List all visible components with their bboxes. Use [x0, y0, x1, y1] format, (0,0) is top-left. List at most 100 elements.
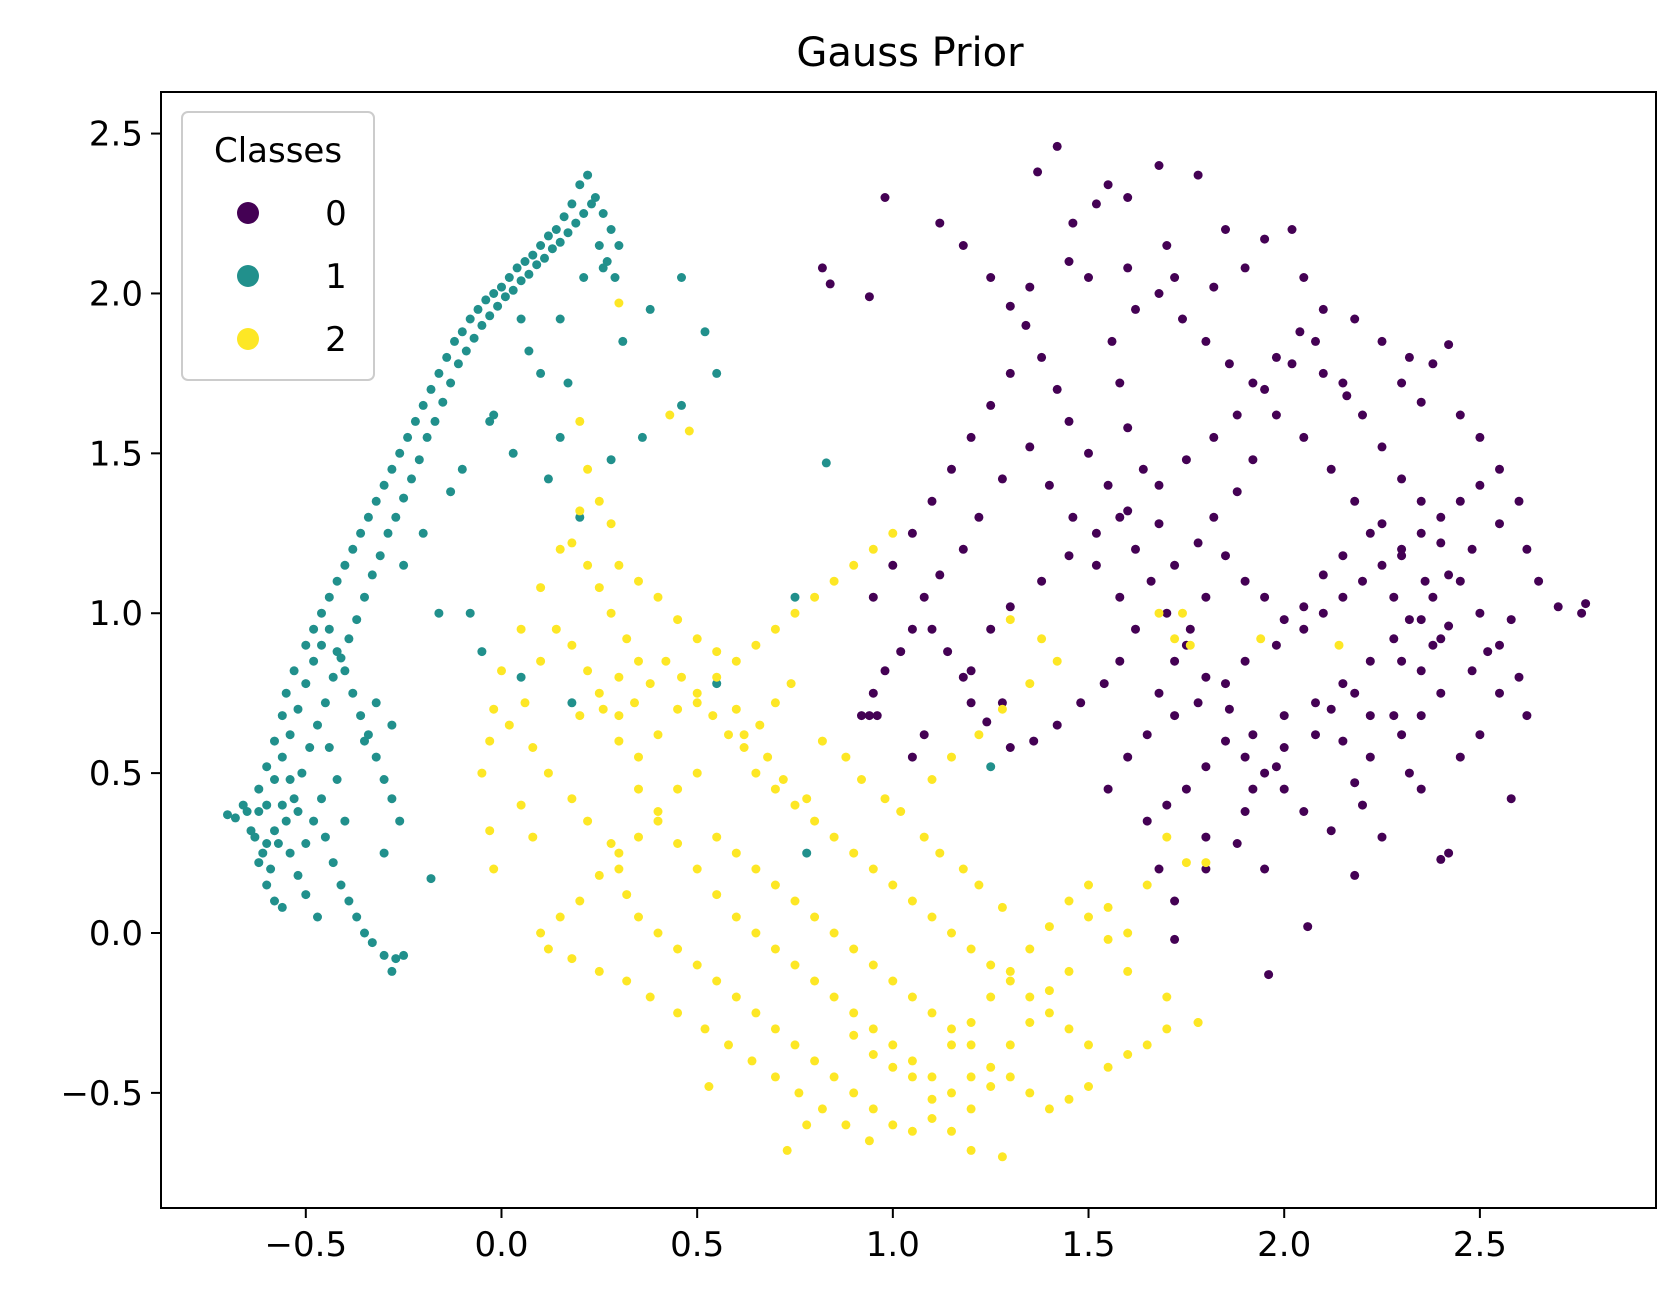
- data-point: [606, 519, 616, 529]
- data-point: [277, 800, 287, 810]
- data-point: [512, 263, 522, 273]
- data-point: [751, 640, 761, 650]
- data-point: [790, 1040, 800, 1050]
- data-point: [841, 1120, 851, 1130]
- data-point: [414, 455, 424, 465]
- data-point: [986, 960, 996, 970]
- data-point: [770, 944, 780, 954]
- data-point: [1005, 1040, 1015, 1050]
- legend-marker-2: [237, 328, 259, 350]
- data-point: [391, 954, 401, 964]
- data-point: [947, 928, 956, 938]
- data-point: [907, 1126, 917, 1136]
- data-point: [947, 1024, 956, 1034]
- data-point: [1221, 736, 1230, 746]
- data-point: [1021, 320, 1031, 330]
- data-point: [1201, 592, 1211, 602]
- data-point: [301, 679, 311, 689]
- data-point: [673, 1008, 683, 1018]
- data-point: [457, 464, 467, 474]
- data-point: [1475, 608, 1485, 618]
- data-point: [477, 320, 487, 330]
- data-point: [849, 944, 859, 954]
- data-point: [434, 608, 444, 618]
- data-point: [790, 960, 800, 970]
- data-point: [810, 592, 820, 602]
- data-point: [935, 218, 945, 228]
- data-point: [1131, 544, 1140, 554]
- data-point: [528, 250, 538, 260]
- data-point: [1522, 711, 1532, 721]
- data-point: [1416, 711, 1426, 721]
- data-point: [1326, 826, 1336, 836]
- data-point: [262, 839, 272, 848]
- data-point: [1311, 698, 1320, 708]
- data-point: [536, 928, 546, 938]
- data-point: [1064, 257, 1074, 266]
- data-point: [340, 560, 350, 570]
- data-point: [966, 1040, 976, 1050]
- data-point: [692, 698, 702, 708]
- data-point: [1416, 496, 1426, 506]
- data-point: [770, 698, 780, 708]
- data-point: [328, 858, 338, 868]
- data-point: [1350, 870, 1360, 880]
- data-point: [907, 896, 917, 906]
- data-point: [692, 864, 702, 874]
- data-point: [1248, 455, 1258, 465]
- data-point: [340, 816, 350, 826]
- data-point: [1279, 743, 1289, 752]
- data-point: [1162, 241, 1172, 250]
- data-point: [520, 698, 530, 708]
- data-point: [1103, 1062, 1113, 1072]
- data-point: [1553, 602, 1563, 612]
- data-point: [868, 688, 878, 698]
- data-point: [958, 241, 968, 250]
- data-point: [868, 1024, 878, 1034]
- data-point: [997, 704, 1007, 714]
- data-point: [1005, 1072, 1015, 1082]
- data-point: [1495, 640, 1504, 650]
- data-point: [230, 813, 240, 823]
- data-point: [1170, 656, 1180, 666]
- data-point: [880, 666, 890, 676]
- data-point: [618, 336, 628, 346]
- data-point: [731, 704, 741, 714]
- axes-layer: −0.5 0.0 0.5 1.0 1.5 2.0 2.5 −0.5 0.0 0.5 1.0 1.5 2.…: [60, 91, 1657, 1265]
- data-point: [583, 816, 593, 826]
- data-point: [1142, 880, 1152, 890]
- data-point: [1185, 640, 1195, 650]
- data-point: [508, 448, 518, 458]
- data-point: [1037, 352, 1047, 362]
- data-point: [418, 400, 428, 410]
- data-point: [344, 634, 354, 644]
- data-point: [489, 289, 499, 298]
- data-point: [1416, 528, 1426, 538]
- data-point: [1209, 512, 1219, 522]
- data-point: [1064, 416, 1074, 426]
- data-point: [1025, 1088, 1035, 1098]
- data-point: [1338, 378, 1348, 388]
- data-point: [1389, 592, 1399, 602]
- data-point: [516, 672, 526, 682]
- data-point: [1099, 679, 1109, 689]
- data-point: [403, 432, 413, 442]
- data-point: [446, 487, 456, 497]
- data-point: [907, 528, 917, 538]
- data-point: [907, 752, 917, 762]
- data-point: [1162, 800, 1172, 810]
- data-point: [602, 257, 612, 266]
- data-point: [371, 698, 381, 708]
- data-point: [1436, 538, 1446, 548]
- data-point: [1397, 656, 1407, 666]
- data-point: [262, 800, 272, 810]
- data-point: [371, 496, 381, 506]
- data-point: [974, 880, 984, 890]
- data-point: [653, 730, 663, 740]
- data-point: [966, 944, 976, 954]
- data-point: [516, 276, 526, 286]
- data-point: [634, 576, 643, 586]
- data-point: [868, 592, 878, 602]
- data-point: [731, 912, 741, 922]
- data-point: [864, 1136, 874, 1146]
